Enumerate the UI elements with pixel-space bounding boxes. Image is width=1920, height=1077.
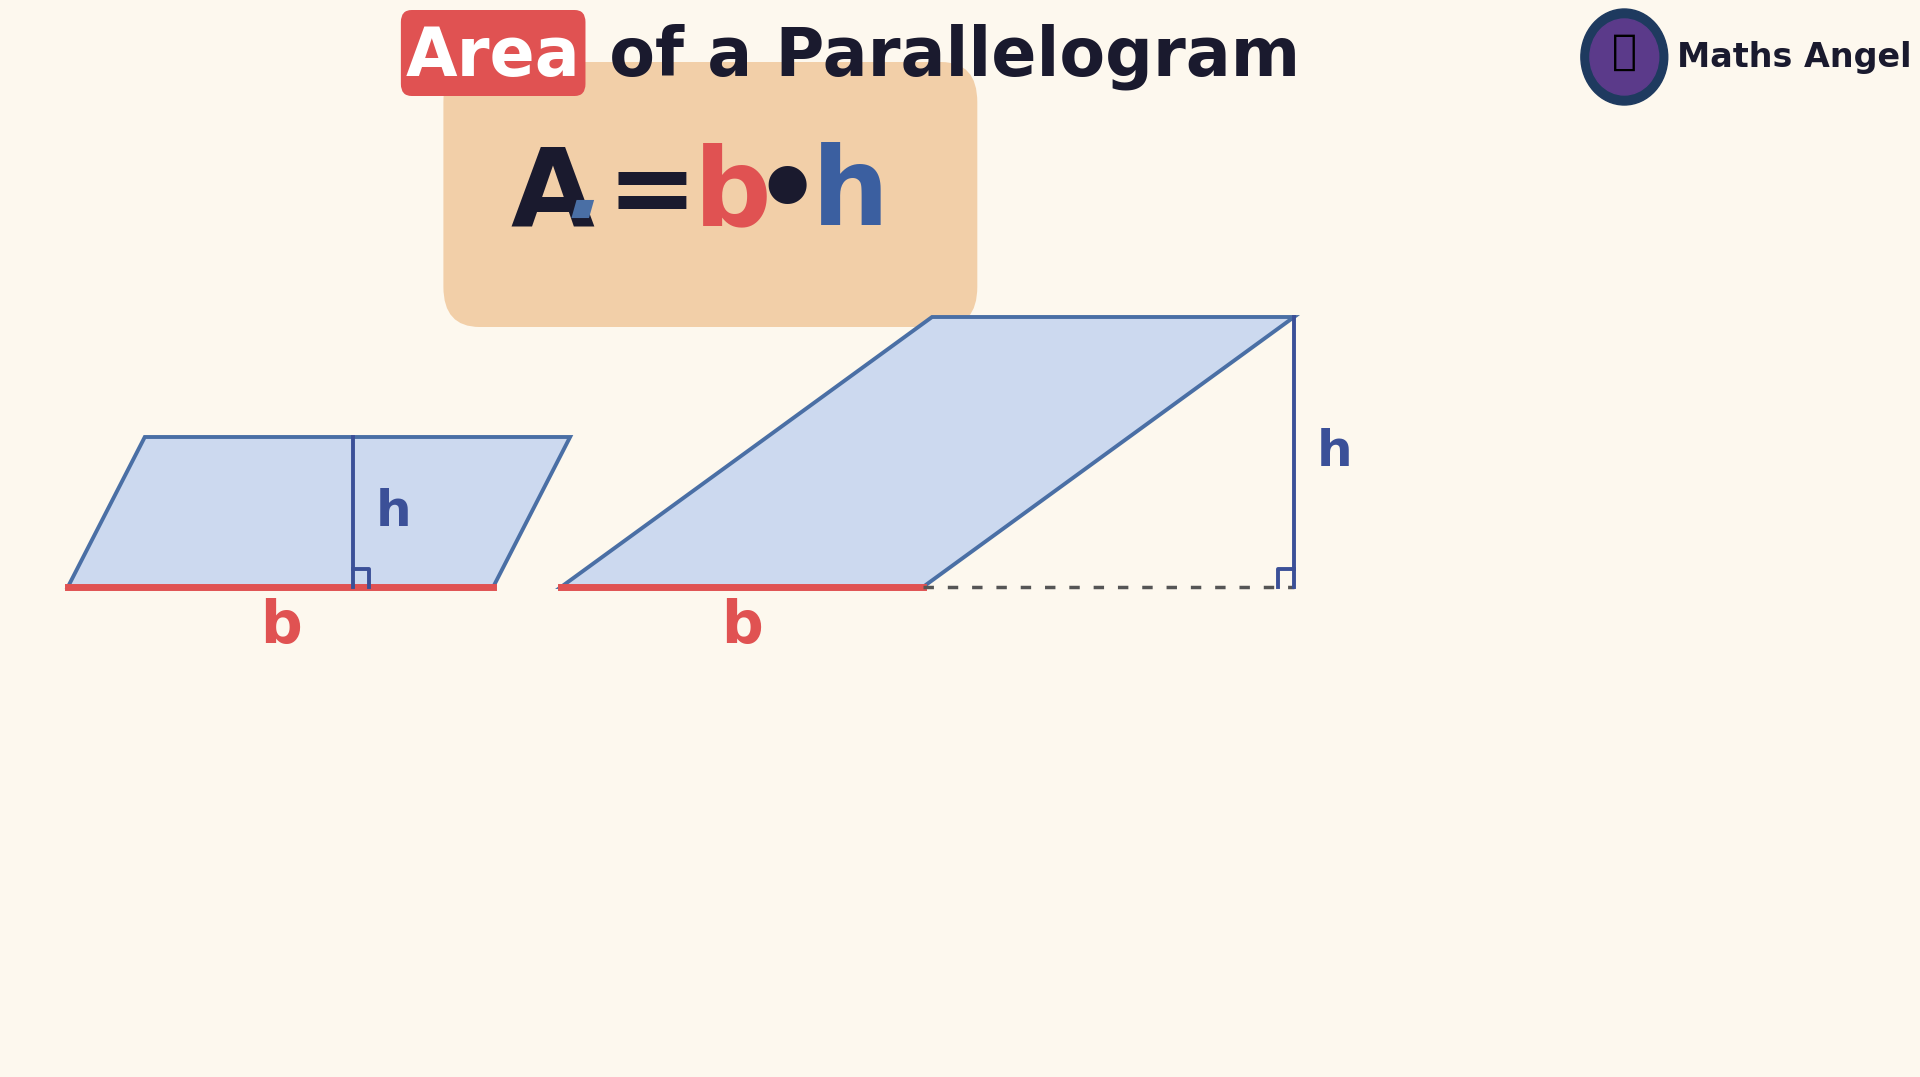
Text: 🦊: 🦊	[1611, 31, 1638, 73]
Text: b: b	[722, 599, 762, 656]
FancyBboxPatch shape	[444, 62, 977, 327]
Text: =: =	[607, 142, 697, 248]
Polygon shape	[572, 201, 593, 216]
Text: •: •	[753, 142, 822, 248]
Text: Maths Angel: Maths Angel	[1676, 41, 1910, 73]
Text: b: b	[695, 142, 772, 248]
Text: of a Parallelogram: of a Parallelogram	[586, 24, 1300, 90]
Text: h: h	[812, 142, 889, 248]
Polygon shape	[67, 437, 570, 587]
Text: A: A	[511, 142, 593, 248]
Text: Area: Area	[405, 24, 580, 90]
Text: h: h	[1317, 428, 1352, 476]
FancyBboxPatch shape	[401, 10, 586, 96]
Circle shape	[1590, 19, 1659, 95]
Text: b: b	[259, 599, 301, 656]
Circle shape	[1580, 9, 1668, 104]
Polygon shape	[561, 317, 1294, 587]
Text: h: h	[376, 488, 411, 536]
